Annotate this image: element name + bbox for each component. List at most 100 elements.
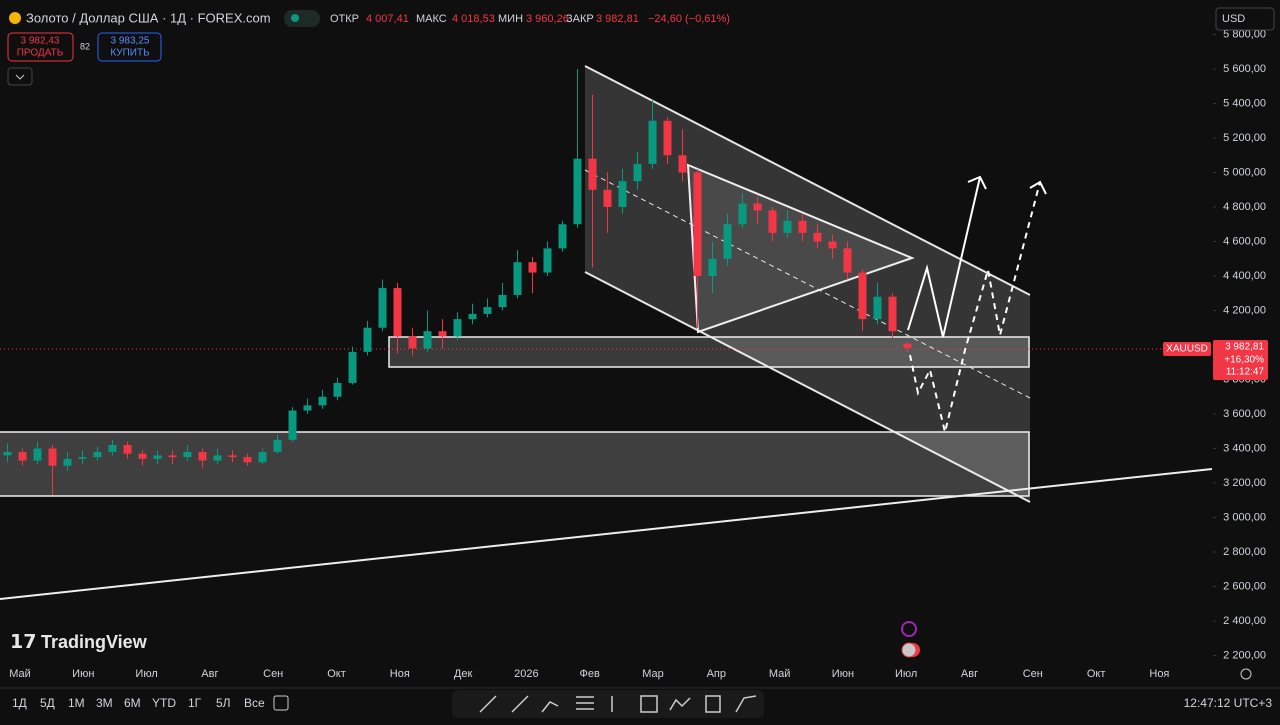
currency-select[interactable]: [1215, 7, 1275, 31]
event-icon[interactable]: [901, 642, 917, 658]
low-value: 3 960,26: [526, 13, 569, 25]
collapse-button[interactable]: [7, 67, 33, 86]
settings-icon[interactable]: [1240, 668, 1252, 680]
buy-button[interactable]: [97, 32, 162, 62]
x-tick-label: Окт: [327, 668, 346, 680]
price-tag-countdown: 11:12:47: [1226, 367, 1265, 378]
x-tick-label: Июн: [72, 668, 94, 680]
range-button[interactable]: 5Л: [216, 696, 231, 710]
candle-body: [768, 210, 777, 233]
candle-body: [153, 455, 162, 459]
drawing-tools: [479, 695, 757, 713]
spread: 82: [80, 41, 90, 51]
projection-solid: [907, 176, 981, 338]
candle-body: [603, 189, 612, 207]
x-tick-label: Сен: [1023, 668, 1043, 680]
close-label: ЗАКР: [566, 13, 594, 25]
candle-body: [498, 294, 507, 308]
event-icon[interactable]: [901, 621, 917, 637]
y-tick-label: 2 200,00: [1223, 649, 1266, 661]
calendar-icon[interactable]: [273, 695, 289, 711]
sell-price: 3 982,43: [21, 36, 60, 47]
range-button[interactable]: 6М: [124, 696, 141, 710]
candle-body: [108, 445, 117, 452]
tool-icon[interactable]: [640, 695, 658, 713]
tool-icon[interactable]: [669, 697, 691, 711]
candle-body: [63, 458, 72, 466]
candle-body: [363, 327, 372, 352]
y-tick-label: 5 200,00: [1223, 132, 1266, 144]
candle-body: [228, 455, 237, 458]
x-tick-label: Ноя: [390, 668, 410, 680]
candle-body: [828, 241, 837, 249]
channel-upper: [584, 65, 1031, 296]
sell-button[interactable]: [7, 32, 74, 62]
tool-icon[interactable]: [705, 695, 721, 713]
candle-body: [738, 203, 747, 225]
range-button[interactable]: 1Г: [188, 696, 202, 710]
candle-body: [408, 336, 417, 349]
candle-body: [348, 351, 357, 383]
candle-body: [93, 451, 102, 458]
candle-body: [393, 288, 402, 337]
range-button[interactable]: Все: [244, 696, 265, 710]
projection-dashed: [909, 181, 1041, 433]
candle-body: [528, 262, 537, 273]
range-button[interactable]: 5Д: [40, 696, 55, 710]
y-tick-label: 5 600,00: [1223, 63, 1266, 75]
range-button[interactable]: 1Д: [12, 696, 27, 710]
candle-body: [318, 396, 327, 406]
candle-body: [303, 405, 312, 411]
status-pill[interactable]: [284, 10, 320, 27]
y-tick-label: 2 400,00: [1223, 615, 1266, 627]
symbol-icon: [9, 12, 21, 24]
x-tick-label: 2026: [514, 668, 538, 680]
x-tick-label: Июн: [832, 668, 854, 680]
arrowhead: [967, 175, 987, 190]
range-button[interactable]: YTD: [152, 696, 176, 710]
logo: TradingView: [41, 632, 148, 652]
y-tick-label: 2 800,00: [1223, 546, 1266, 558]
candle-body: [708, 258, 717, 276]
high-label: МАКС: [416, 13, 447, 25]
price-axis: 2 200,00 2 400,00 2 600,00 2 800,00 3 000,00…: [1213, 28, 1266, 661]
candle-body: [813, 232, 822, 242]
y-tick-label: 4 600,00: [1223, 235, 1266, 247]
high-value: 4 018,53: [452, 13, 495, 25]
candle-body: [273, 439, 282, 452]
chevron: [15, 74, 25, 80]
y-tick-label: 3 600,00: [1223, 408, 1266, 420]
candle-body: [588, 158, 597, 190]
y-tick-label: 3 000,00: [1223, 511, 1266, 523]
candles: [3, 69, 912, 496]
x-tick-label: Авг: [201, 668, 218, 680]
open-label: ОТКР: [330, 13, 359, 25]
candle-body: [633, 163, 642, 182]
arrowhead: [1029, 180, 1047, 195]
symbol-tag-text: XAUUSD: [1166, 344, 1208, 355]
tool-icon[interactable]: [541, 701, 559, 713]
candle-body: [888, 296, 897, 332]
symbol-tag: [1163, 342, 1211, 356]
candle-body: [873, 296, 882, 320]
range-button[interactable]: 1М: [68, 696, 85, 710]
change: −24,60 (−0,61%): [648, 13, 730, 25]
zone-lower: [0, 431, 1030, 497]
candle-body: [573, 158, 582, 225]
tool-icon[interactable]: [735, 695, 757, 713]
candle-body: [483, 307, 492, 314]
range-button[interactable]: 3М: [96, 696, 113, 710]
candle-body: [678, 155, 687, 173]
candle-body: [123, 445, 132, 454]
tool-icon[interactable]: [479, 695, 497, 713]
y-tick-label: 5 800,00: [1223, 28, 1266, 40]
x-tick-label: Апр: [707, 668, 726, 680]
clock: 12:47:12 UTC+3: [1184, 696, 1273, 710]
time-axis: Май Июн Июл Авг Сен Окт Ноя Дек 2026 Фев Мар Апр Май…: [9, 668, 1169, 680]
candle-body: [183, 451, 192, 458]
x-tick-label: Сен: [263, 668, 283, 680]
tool-icon[interactable]: [511, 695, 529, 713]
candle-body: [453, 319, 462, 337]
y-tick-label: 4 200,00: [1223, 304, 1266, 316]
